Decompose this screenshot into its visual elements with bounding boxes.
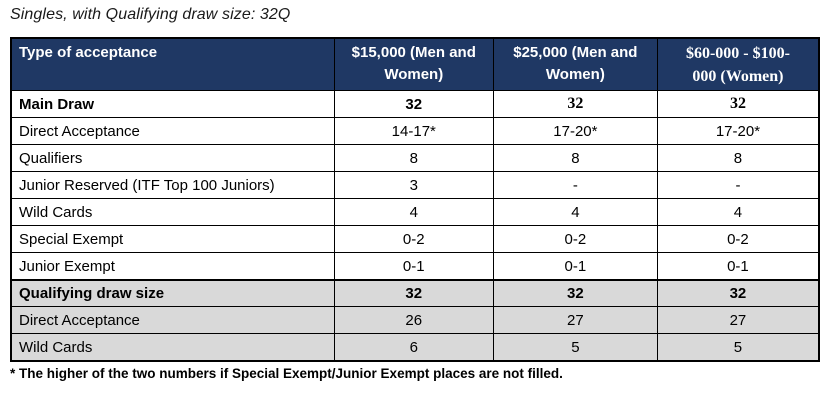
table-row-qualifying-draw-size: Qualifying draw size 32 32 32 bbox=[10, 278, 820, 308]
table-body: Main Draw 32 32 32 Direct Acceptance 14-… bbox=[10, 90, 820, 362]
row-label: Main Draw bbox=[10, 90, 335, 119]
cell-value: 0-1 bbox=[656, 252, 820, 281]
cell-value: 17-20* bbox=[656, 117, 820, 146]
table-row-main-draw: Main Draw 32 32 32 bbox=[10, 90, 820, 119]
cell-value: 32 bbox=[656, 90, 820, 119]
table-row-direct-acceptance: Direct Acceptance 14-17* 17-20* 17-20* bbox=[10, 117, 820, 146]
table-row-direct-acceptance-qualifying: Direct Acceptance 26 27 27 bbox=[10, 306, 820, 335]
row-label: Wild Cards bbox=[10, 333, 335, 362]
cell-value: 8 bbox=[492, 144, 658, 173]
cell-value: 4 bbox=[656, 198, 820, 227]
table-row-qualifiers: Qualifiers 8 8 8 bbox=[10, 144, 820, 173]
cell-value: 32 bbox=[333, 278, 494, 308]
cell-value: 0-2 bbox=[333, 225, 494, 254]
cell-value: - bbox=[492, 171, 658, 200]
table-row-special-exempt: Special Exempt 0-2 0-2 0-2 bbox=[10, 225, 820, 254]
cell-value: 4 bbox=[492, 198, 658, 227]
column-header-type-of-acceptance: Type of acceptance bbox=[10, 37, 335, 92]
table-row-junior-exempt: Junior Exempt 0-1 0-1 0-1 bbox=[10, 252, 820, 281]
cell-value: 32 bbox=[492, 278, 658, 308]
cell-value: 32 bbox=[656, 278, 820, 308]
footnote: * The higher of the two numbers if Speci… bbox=[10, 365, 563, 381]
table-header: Type of acceptance $15,000 (Men and Wome… bbox=[10, 37, 820, 92]
cell-value: 6 bbox=[333, 333, 494, 362]
cell-value: - bbox=[656, 171, 820, 200]
document-page: Singles, with Qualifying draw size: 32Q … bbox=[10, 6, 820, 381]
cell-value: 5 bbox=[656, 333, 820, 362]
cell-value: 0-2 bbox=[492, 225, 658, 254]
acceptance-table: Type of acceptance $15,000 (Men and Wome… bbox=[10, 37, 820, 362]
cell-value: 27 bbox=[492, 306, 658, 335]
cell-value: 8 bbox=[656, 144, 820, 173]
cell-value: 3 bbox=[333, 171, 494, 200]
cell-value: 0-1 bbox=[333, 252, 494, 281]
cell-value: 0-1 bbox=[492, 252, 658, 281]
row-label: Direct Acceptance bbox=[10, 117, 335, 146]
cell-value: 27 bbox=[656, 306, 820, 335]
table-row-wild-cards-qualifying: Wild Cards 6 5 5 bbox=[10, 333, 820, 362]
cell-value: 5 bbox=[492, 333, 658, 362]
row-label: Special Exempt bbox=[10, 225, 335, 254]
column-header-25000: $25,000 (Men and Women) bbox=[492, 37, 658, 92]
header-row: Type of acceptance $15,000 (Men and Wome… bbox=[10, 37, 820, 92]
cell-value: 17-20* bbox=[492, 117, 658, 146]
row-label: Junior Reserved (ITF Top 100 Juniors) bbox=[10, 171, 335, 200]
cell-value: 4 bbox=[333, 198, 494, 227]
column-header-60000-100000: $60-000 - $100- 000 (Women) bbox=[656, 37, 820, 92]
cell-value: 0-2 bbox=[656, 225, 820, 254]
row-label: Direct Acceptance bbox=[10, 306, 335, 335]
cell-value: 14-17* bbox=[333, 117, 494, 146]
row-label: Wild Cards bbox=[10, 198, 335, 227]
table-row-junior-reserved: Junior Reserved (ITF Top 100 Juniors) 3 … bbox=[10, 171, 820, 200]
cell-value: 26 bbox=[333, 306, 494, 335]
cell-value: 32 bbox=[333, 90, 494, 119]
row-label: Junior Exempt bbox=[10, 252, 335, 281]
row-label: Qualifying draw size bbox=[10, 278, 335, 308]
document-title: Singles, with Qualifying draw size: 32Q bbox=[10, 6, 291, 23]
table-row-wild-cards-main: Wild Cards 4 4 4 bbox=[10, 198, 820, 227]
cell-value: 32 bbox=[492, 90, 658, 119]
row-label: Qualifiers bbox=[10, 144, 335, 173]
cell-value: 8 bbox=[333, 144, 494, 173]
column-header-15000: $15,000 (Men and Women) bbox=[333, 37, 494, 92]
